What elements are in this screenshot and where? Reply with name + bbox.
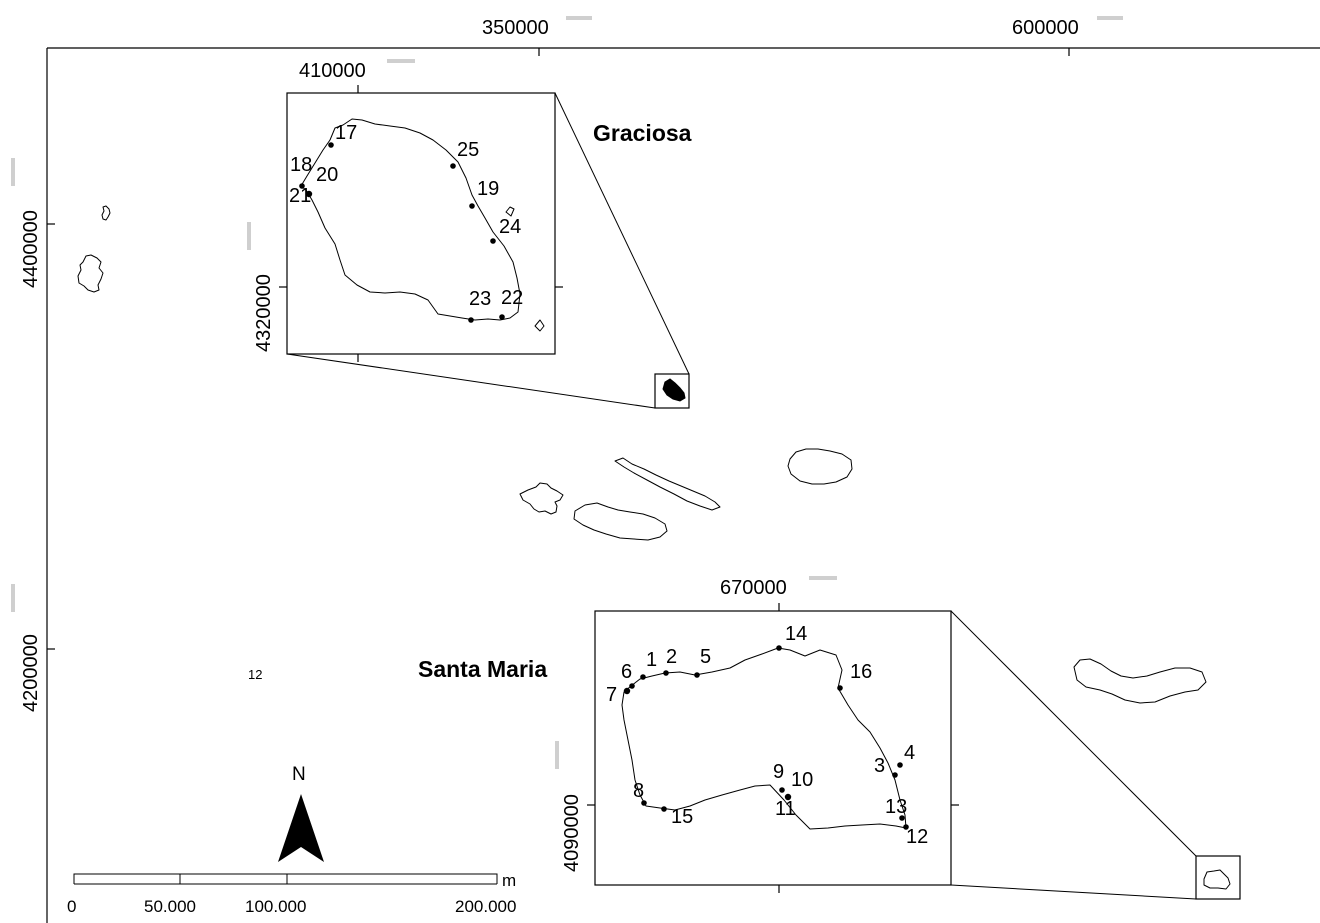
graciosa-islet-1: [505, 206, 515, 217]
santa-maria-locator-box: [1195, 855, 1241, 900]
graciosa-coastline: [300, 118, 521, 321]
santa-maria-y-coord-label: 4090000: [561, 794, 583, 872]
santa-maria-point-12: [903, 824, 909, 830]
graciosa-label-21: 21: [289, 185, 311, 207]
scale-bar: 0 50.000 100.000 200.000 m: [67, 871, 516, 916]
santa-maria-label-16: 16: [850, 661, 872, 683]
graciosa-label-24: 24: [499, 216, 521, 238]
santa-maria-label-15: 15: [671, 806, 693, 828]
graciosa-island-label: Graciosa: [593, 120, 692, 146]
scale-label-200000: 200.000: [455, 897, 516, 916]
santa-maria-point-6: [629, 683, 635, 689]
santa-maria-label-14: 14: [785, 623, 807, 645]
santa-maria-locator-island: [1203, 869, 1231, 890]
graciosa-point-19: [469, 203, 475, 209]
santa-maria-label-7: 7: [606, 684, 617, 706]
north-label: N: [292, 764, 306, 785]
graciosa-leader-top: [554, 92, 690, 375]
santa-maria-label-10: 10: [791, 769, 813, 791]
santa-maria-point-14: [776, 645, 782, 651]
graciosa-point-18: [299, 183, 305, 189]
santa-maria-point-13: [899, 815, 905, 821]
santa-maria-point-8: [641, 800, 647, 806]
santa-maria-point-10: [784, 793, 792, 801]
island-corvo: [101, 205, 111, 221]
santa-maria-point-1: [640, 674, 646, 680]
x-coord-label-350000: 350000: [482, 17, 549, 39]
graciosa-locator-island: [662, 378, 686, 402]
graciosa-label-18: 18: [290, 154, 312, 176]
santa-maria-x-coord-label: 670000: [720, 577, 787, 599]
island-sao-jorge: [614, 457, 721, 511]
graciosa-locator-box: [654, 373, 690, 409]
graciosa-leader-bottom: [286, 353, 656, 409]
y-coord-label-4400000: 4400000: [20, 210, 42, 288]
santa-maria-label-11: 11: [775, 798, 796, 820]
santa-maria-island-label: Santa Maria: [418, 656, 547, 682]
santa-maria-inset: 14 1 2 5 6 7 16 4 3 9 10 11 8 15 13 12 6…: [555, 576, 959, 893]
scale-label-50000: 50.000: [144, 897, 196, 916]
main-map-frame: [46, 47, 1320, 923]
santa-maria-point-3: [892, 772, 898, 778]
santa-maria-point-16: [837, 685, 843, 691]
santa-maria-leader-top: [950, 610, 1197, 857]
scale-label-0: 0: [67, 897, 76, 916]
santa-maria-point-7: [623, 687, 631, 695]
graciosa-point-25: [450, 163, 456, 169]
santa-maria-label-9: 9: [773, 761, 784, 783]
santa-maria-point-15: [661, 806, 667, 812]
graciosa-label-22: 22: [501, 287, 523, 309]
scale-label-100000: 100.000: [245, 897, 306, 916]
santa-maria-point-5: [694, 672, 700, 678]
santa-maria-point-4: [897, 762, 903, 768]
santa-maria-label-6: 6: [621, 661, 632, 683]
santa-maria-label-8: 8: [633, 780, 644, 802]
graciosa-label-17: 17: [335, 122, 357, 144]
island-faial: [519, 482, 564, 515]
stray-label: 12: [248, 667, 262, 682]
graciosa-point-21: [305, 190, 313, 198]
island-sao-miguel: [1073, 658, 1207, 704]
graciosa-y-coord-label: 4320000: [253, 274, 275, 352]
santa-maria-point-2: [663, 670, 669, 676]
santa-maria-label-2: 2: [666, 646, 677, 668]
graciosa-x-coord-label: 410000: [299, 60, 366, 82]
scale-unit-label: m: [502, 871, 516, 890]
north-arrow: N: [278, 764, 324, 862]
island-pico: [573, 502, 668, 541]
graciosa-point-23: [468, 317, 474, 323]
santa-maria-label-3: 3: [874, 755, 885, 777]
graciosa-label-23: 23: [469, 288, 491, 310]
island-flores: [77, 254, 104, 293]
graciosa-islet-2: [534, 319, 545, 332]
graciosa-point-17: [328, 142, 334, 148]
island-terceira: [787, 448, 853, 485]
graciosa-point-22: [499, 314, 505, 320]
santa-maria-label-5: 5: [700, 646, 711, 668]
santa-maria-leader-bottom: [950, 884, 1197, 900]
y-coord-label-4200000: 4200000: [20, 634, 42, 712]
santa-maria-inset-frame: [594, 610, 952, 886]
santa-maria-label-4: 4: [904, 742, 915, 764]
x-coord-label-600000: 600000: [1012, 17, 1079, 39]
graciosa-inset: 17 18 20 21 25 19 24 23 22 410000 432000…: [247, 59, 563, 362]
santa-maria-label-1: 1: [646, 649, 657, 671]
graciosa-label-20: 20: [316, 164, 338, 186]
graciosa-label-19: 19: [477, 178, 499, 200]
graciosa-point-24: [490, 238, 496, 244]
graciosa-label-25: 25: [457, 139, 479, 161]
santa-maria-point-9: [779, 787, 785, 793]
santa-maria-label-13: 13: [885, 796, 907, 818]
north-arrow-icon: [278, 794, 324, 862]
santa-maria-label-12: 12: [906, 826, 928, 848]
